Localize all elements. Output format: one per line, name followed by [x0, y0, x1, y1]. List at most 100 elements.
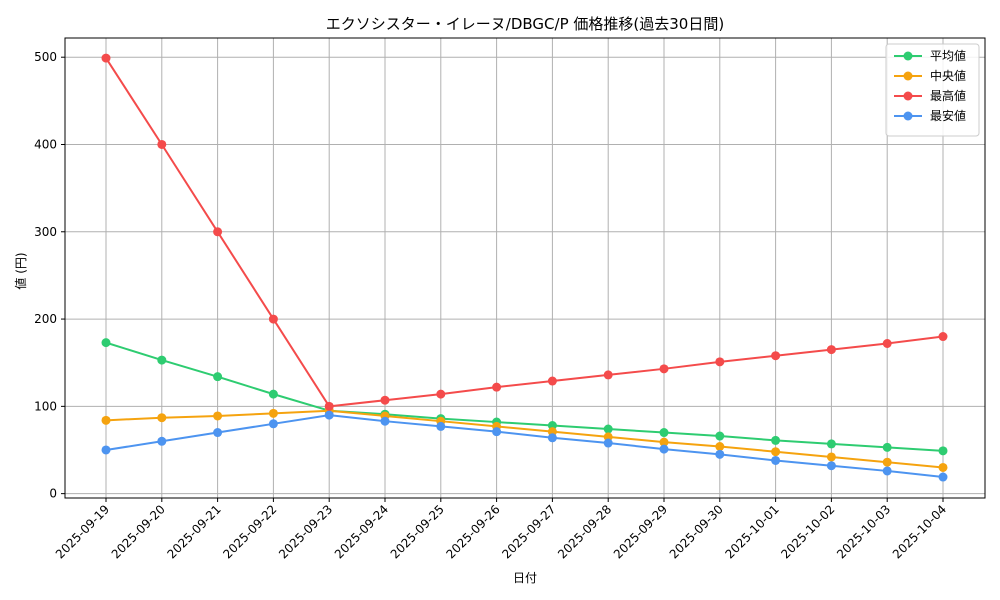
- data-point: [213, 428, 223, 438]
- legend-swatch-marker: [903, 71, 913, 81]
- data-point: [324, 401, 334, 411]
- data-point: [213, 411, 223, 421]
- x-tick-label: 2025-10-04: [890, 502, 949, 561]
- data-point: [771, 435, 781, 445]
- data-point: [492, 382, 502, 392]
- data-point: [213, 227, 223, 237]
- data-point: [826, 345, 836, 355]
- data-point: [436, 421, 446, 431]
- x-tick-label: 2025-10-01: [723, 502, 782, 561]
- data-point: [603, 438, 613, 448]
- data-point: [380, 416, 390, 426]
- data-point: [101, 415, 111, 425]
- data-point: [659, 364, 669, 374]
- data-point: [715, 442, 725, 452]
- data-point: [715, 431, 725, 441]
- data-point: [157, 413, 167, 423]
- data-point: [547, 376, 557, 386]
- x-axis-label: 日付: [513, 571, 537, 585]
- y-tick-label: 500: [34, 50, 57, 64]
- y-tick-label: 300: [34, 225, 57, 239]
- x-tick-label: 2025-10-02: [778, 502, 837, 561]
- series-line: [105, 409, 944, 469]
- data-point: [882, 466, 892, 476]
- series-4: [101, 410, 948, 482]
- chart-title: エクソシスター・イレーヌ/DBGC/P 価格推移(過去30日間): [326, 15, 724, 33]
- y-tick-label: 100: [34, 399, 57, 413]
- data-point: [603, 370, 613, 380]
- data-point: [882, 442, 892, 452]
- legend-swatch-marker: [903, 91, 913, 101]
- y-tick-label: 400: [34, 137, 57, 151]
- data-point: [547, 433, 557, 443]
- data-point: [659, 444, 669, 454]
- x-tick-label: 2025-09-28: [555, 502, 614, 561]
- data-point: [380, 395, 390, 405]
- data-point: [157, 436, 167, 446]
- x-tick-label: 2025-09-21: [165, 502, 224, 561]
- series-line: [105, 414, 944, 479]
- x-tick-label: 2025-09-23: [276, 502, 335, 561]
- series-2: [101, 406, 948, 472]
- data-point: [882, 339, 892, 349]
- x-tick-label: 2025-09-29: [611, 502, 670, 561]
- data-point: [938, 462, 948, 472]
- data-point: [882, 457, 892, 467]
- x-tick-label: 2025-09-20: [109, 502, 168, 561]
- y-axis: 0 100 200 300 400 500: [34, 50, 65, 501]
- x-tick-label: 2025-09-27: [499, 502, 558, 561]
- y-tick-label: 0: [49, 487, 57, 501]
- data-point: [826, 452, 836, 462]
- x-tick-label: 2025-09-22: [220, 502, 279, 561]
- series-layer: [101, 53, 948, 482]
- x-tick-label: 2025-09-25: [388, 502, 447, 561]
- series-3: [101, 53, 948, 411]
- legend-label: 最安値: [930, 108, 966, 123]
- data-point: [771, 351, 781, 361]
- x-tick-label: 2025-10-03: [834, 502, 893, 561]
- series-line: [105, 341, 944, 452]
- legend-swatch-marker: [903, 51, 913, 61]
- data-point: [157, 355, 167, 365]
- data-point: [268, 419, 278, 429]
- data-point: [324, 410, 334, 420]
- y-axis-label: 値 (円): [13, 252, 28, 289]
- legend-label: 平均値: [930, 48, 966, 63]
- data-point: [268, 408, 278, 418]
- data-point: [268, 389, 278, 399]
- plot-frame: [64, 37, 986, 499]
- data-point: [659, 428, 669, 438]
- data-point: [938, 332, 948, 342]
- series-1: [101, 338, 948, 456]
- data-point: [157, 139, 167, 149]
- legend-label: 中央値: [930, 68, 966, 83]
- legend-swatch-marker: [903, 111, 913, 121]
- data-point: [659, 437, 669, 447]
- data-point: [213, 372, 223, 382]
- data-point: [101, 445, 111, 455]
- data-point: [826, 461, 836, 471]
- data-point: [938, 472, 948, 482]
- data-point: [715, 449, 725, 459]
- data-point: [436, 389, 446, 399]
- data-point: [101, 338, 111, 348]
- data-point: [492, 427, 502, 437]
- x-tick-label: 2025-09-26: [444, 502, 503, 561]
- series-line: [105, 57, 944, 408]
- data-point: [826, 439, 836, 449]
- data-point: [771, 447, 781, 457]
- data-point: [268, 314, 278, 324]
- data-point: [101, 53, 111, 63]
- data-point: [715, 357, 725, 367]
- data-point: [771, 455, 781, 465]
- x-tick-label: 2025-09-24: [332, 502, 391, 561]
- data-point: [603, 424, 613, 434]
- x-tick-label: 2025-09-30: [667, 502, 726, 561]
- data-point: [938, 446, 948, 456]
- x-axis: 2025-09-192025-09-202025-09-212025-09-22…: [53, 498, 949, 561]
- legend-label: 最高値: [930, 88, 966, 103]
- x-tick-label: 2025-09-19: [53, 502, 112, 561]
- y-tick-label: 200: [34, 312, 57, 326]
